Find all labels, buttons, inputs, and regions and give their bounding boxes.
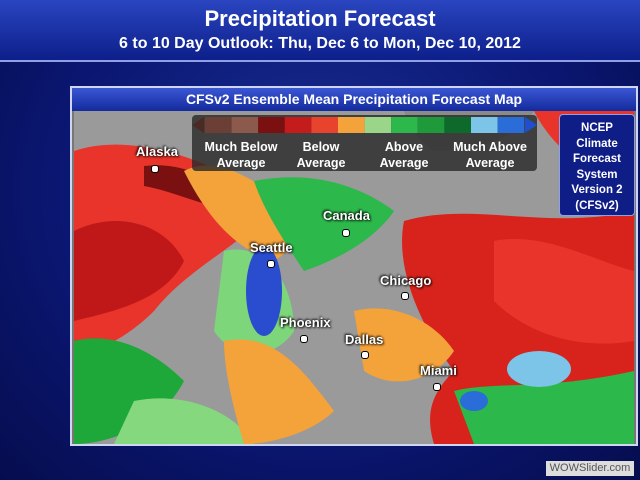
city-dot — [401, 292, 409, 300]
side-line: Climate — [576, 137, 618, 150]
legend-swatch — [391, 117, 418, 133]
legend-label: Much Below Average — [204, 140, 278, 170]
city-dot — [361, 351, 369, 359]
legend-scale — [192, 117, 537, 133]
city-dot — [342, 229, 350, 237]
header-bar — [0, 0, 640, 62]
city-label: Alaska — [136, 144, 178, 159]
city-label: Canada — [323, 208, 370, 223]
legend-label: Much Above Average — [453, 140, 527, 170]
city-label: Phoenix — [280, 315, 331, 330]
legend-swatch — [205, 117, 232, 133]
watermark: WOWSlider.com — [546, 461, 634, 476]
side-line: Forecast — [573, 153, 621, 165]
side-line: System — [576, 168, 618, 181]
legend-swatch — [338, 117, 365, 133]
legend-label: Below Average — [296, 140, 346, 170]
side-box: NCEP Climate Forecast System Version 2 (CFSv2… — [559, 114, 635, 216]
subtitle: 6 to 10 Day Outlook: Thu, Dec 6 to Mon, … — [119, 35, 521, 52]
legend-label: Above Average — [379, 140, 429, 170]
legend-swatch — [497, 117, 525, 133]
legend-swatch — [364, 117, 392, 133]
title: Precipitation Forecast — [204, 6, 436, 31]
legend-swatch — [231, 117, 259, 133]
city-label: Seattle — [250, 240, 293, 255]
side-line: NCEP — [581, 122, 613, 134]
city-dot — [433, 383, 441, 391]
side-line: (CFSv2) — [575, 199, 619, 212]
legend-swatch — [258, 117, 285, 133]
map-title: CFSv2 Ensemble Mean Precipitation Foreca… — [72, 88, 636, 111]
city-label: Chicago — [380, 273, 432, 288]
legend-swatch — [444, 117, 471, 133]
side-line: Version 2 — [571, 184, 623, 196]
city-dot — [151, 165, 159, 173]
city-dot — [267, 260, 275, 268]
legend-swatch — [311, 117, 338, 133]
city-label: Dallas — [345, 332, 384, 347]
legend-swatch — [417, 117, 445, 133]
legend-swatch — [471, 117, 498, 133]
city-dot — [300, 335, 308, 343]
city-label: Miami — [420, 363, 457, 378]
legend-swatch — [284, 117, 312, 133]
